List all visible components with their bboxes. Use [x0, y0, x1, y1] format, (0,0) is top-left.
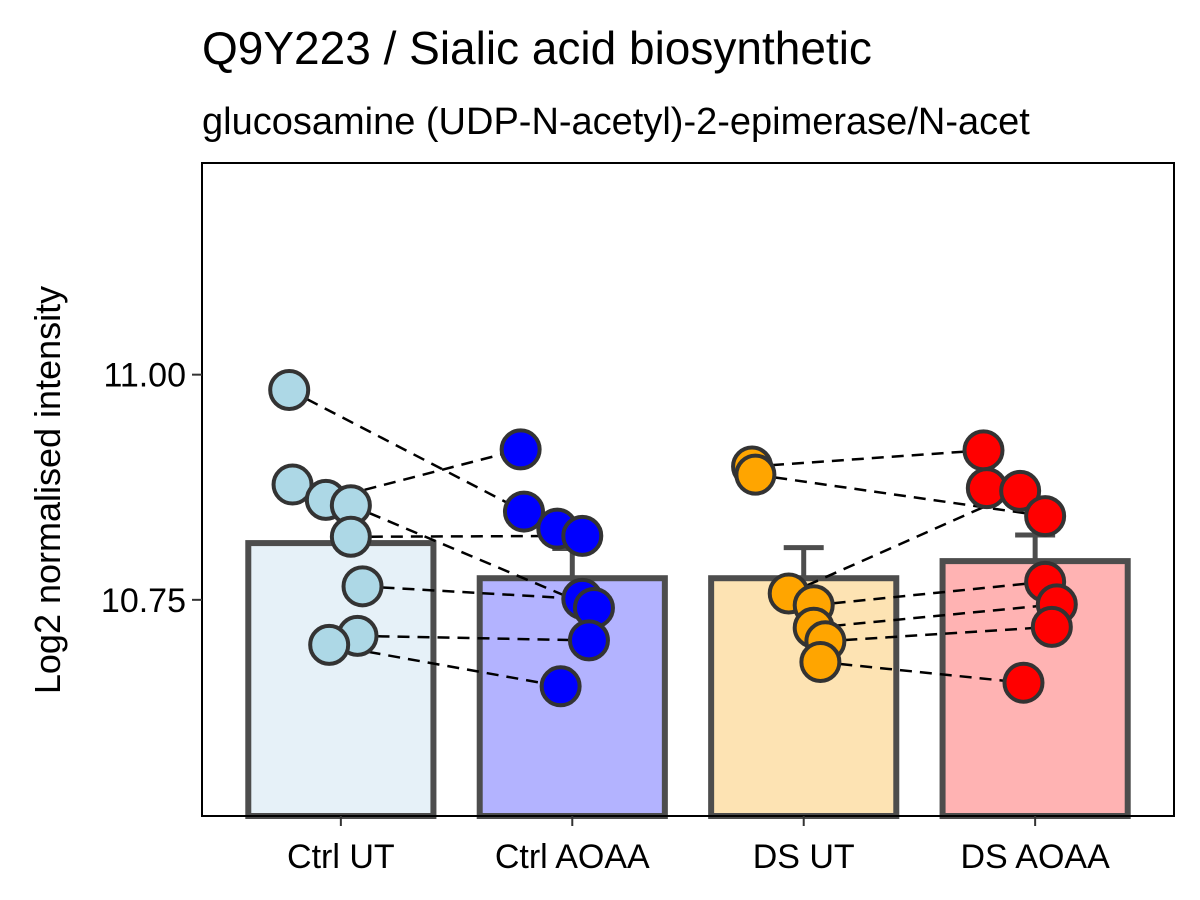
- data-point: [1002, 661, 1045, 704]
- data-point: [502, 490, 545, 533]
- pairing-line: [751, 449, 984, 468]
- data-point: [499, 428, 542, 471]
- data-point: [268, 368, 311, 411]
- x-tick-label: Ctrl UT: [287, 838, 395, 876]
- pairing-line: [755, 473, 1046, 518]
- pairing-line: [820, 660, 1024, 684]
- data-point: [999, 469, 1042, 512]
- chart-title: Q9Y223 / Sialic acid biosynthetic: [202, 22, 872, 74]
- data-point: [1030, 605, 1073, 648]
- y-tick-label: 11.00: [103, 357, 186, 395]
- data-point: [799, 640, 842, 683]
- pairing-line: [813, 603, 1057, 630]
- data-point: [308, 623, 351, 666]
- x-tick-label: DS AOAA: [961, 838, 1111, 876]
- bar-1: [245, 540, 437, 820]
- pairing-line: [825, 625, 1052, 643]
- pairing-line: [325, 448, 521, 502]
- data-point: [734, 453, 777, 496]
- x-tick-label: Ctrl AOAA: [495, 838, 650, 876]
- data-point: [329, 515, 372, 558]
- data-point: [341, 565, 384, 608]
- pairing-line: [350, 504, 595, 610]
- data-point: [539, 665, 582, 708]
- data-point: [962, 429, 1005, 472]
- data-point: [1024, 495, 1067, 538]
- y-tick-label: 10.75: [101, 582, 186, 620]
- chart-subtitle: glucosamine (UDP-N-acetyl)-2-epimerase/N…: [202, 101, 1030, 143]
- data-point: [567, 619, 610, 662]
- pairing-line: [362, 585, 583, 601]
- x-tick-label: DS UT: [753, 838, 855, 876]
- data-point: [561, 514, 604, 557]
- y-axis-label: Log2 normalised intensity: [27, 286, 68, 694]
